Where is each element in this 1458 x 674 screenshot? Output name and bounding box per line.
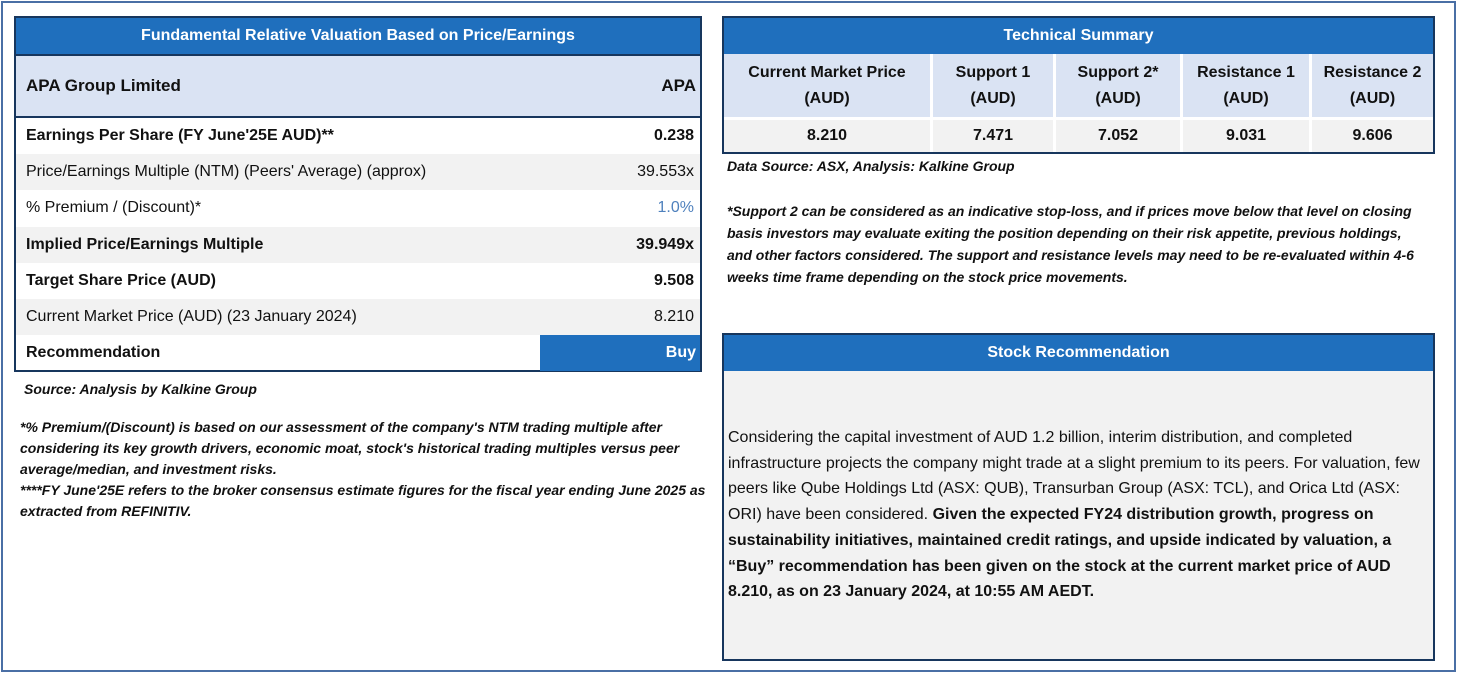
table-row: Target Share Price (AUD) 9.508 [16,263,700,299]
row-label: Recommendation [26,344,161,362]
table-row: Implied Price/Earnings Multiple 39.949x [16,226,700,263]
row-label: Current Market Price (AUD) (23 January 2… [26,308,357,326]
table-row: % Premium / (Discount)* 1.0% [16,190,700,226]
technical-column: Current Market Price (AUD) 8.210 [724,54,933,152]
column-header: Resistance 2 (AUD) [1312,54,1433,117]
column-header: Support 1 (AUD) [933,54,1053,117]
technical-title: Technical Summary [724,18,1433,54]
row-value: 39.553x [637,163,694,181]
row-label: % Premium / (Discount)* [26,199,202,217]
column-value: 9.031 [1183,117,1309,152]
recommendation-badge: Buy [540,335,700,372]
stock-recommendation-box: Stock Recommendation Considering the cap… [722,333,1435,661]
table-row: Price/Earnings Multiple (NTM) (Peers' Av… [16,154,700,191]
valuation-title: Fundamental Relative Valuation Based on … [16,18,700,56]
row-value: 9.508 [653,271,694,289]
row-value: 1.0% [657,199,694,217]
technical-grid: Current Market Price (AUD) 8.210 Support… [724,54,1433,152]
column-header: Current Market Price (AUD) [724,54,930,117]
column-header: Support 2* (AUD) [1056,54,1180,117]
row-label: Price/Earnings Multiple (NTM) (Peers' Av… [26,163,427,181]
row-label: Implied Price/Earnings Multiple [26,235,264,253]
table-row: Current Market Price (AUD) (23 January 2… [16,298,700,336]
row-label: Earnings Per Share (FY June'25E AUD)** [26,127,334,145]
recommendation-text-bold: Given the expected FY24 distribution gro… [728,506,1392,601]
support-note: *Support 2 can be considered as an indic… [727,203,1414,285]
technical-column: Resistance 2 (AUD) 9.606 [1312,54,1433,152]
valuation-table: Fundamental Relative Valuation Based on … [14,16,702,372]
row-value: 8.210 [653,308,694,326]
column-value: 8.210 [724,117,930,152]
technical-column: Resistance 1 (AUD) 9.031 [1183,54,1312,152]
row-value: 39.949x [636,235,694,253]
premium-note: *% Premium/(Discount) is based on our as… [20,419,680,477]
recommendation-text: Considering the capital investment of AU… [724,371,1433,605]
row-value: 0.238 [653,127,694,145]
valuation-header-row: APA Group Limited APA [16,56,700,118]
column-value: 9.606 [1312,117,1433,152]
company-name: APA Group Limited [26,76,181,95]
technical-summary-table: Technical Summary Current Market Price (… [722,16,1435,154]
column-header: Resistance 1 (AUD) [1183,54,1309,117]
column-value: 7.471 [933,117,1053,152]
technical-column: Support 1 (AUD) 7.471 [933,54,1056,152]
valuation-notes: *% Premium/(Discount) is based on our as… [20,417,710,522]
stock-recommendation-title: Stock Recommendation [724,335,1433,371]
fy-note: ****FY June'25E refers to the broker con… [20,482,706,519]
technical-column: Support 2* (AUD) 7.052 [1056,54,1183,152]
recommendation-text-normal: Considering the capital investment of AU… [728,429,1420,524]
technical-source: Data Source: ASX, Analysis: Kalkine Grou… [727,158,1015,174]
valuation-source: Source: Analysis by Kalkine Group [24,381,257,397]
company-ticker: APA [661,76,696,95]
recommendation-row: Recommendation Buy [16,335,700,372]
row-label: Target Share Price (AUD) [26,271,216,289]
column-value: 7.052 [1056,117,1180,152]
table-row: Earnings Per Share (FY June'25E AUD)** 0… [16,118,700,154]
